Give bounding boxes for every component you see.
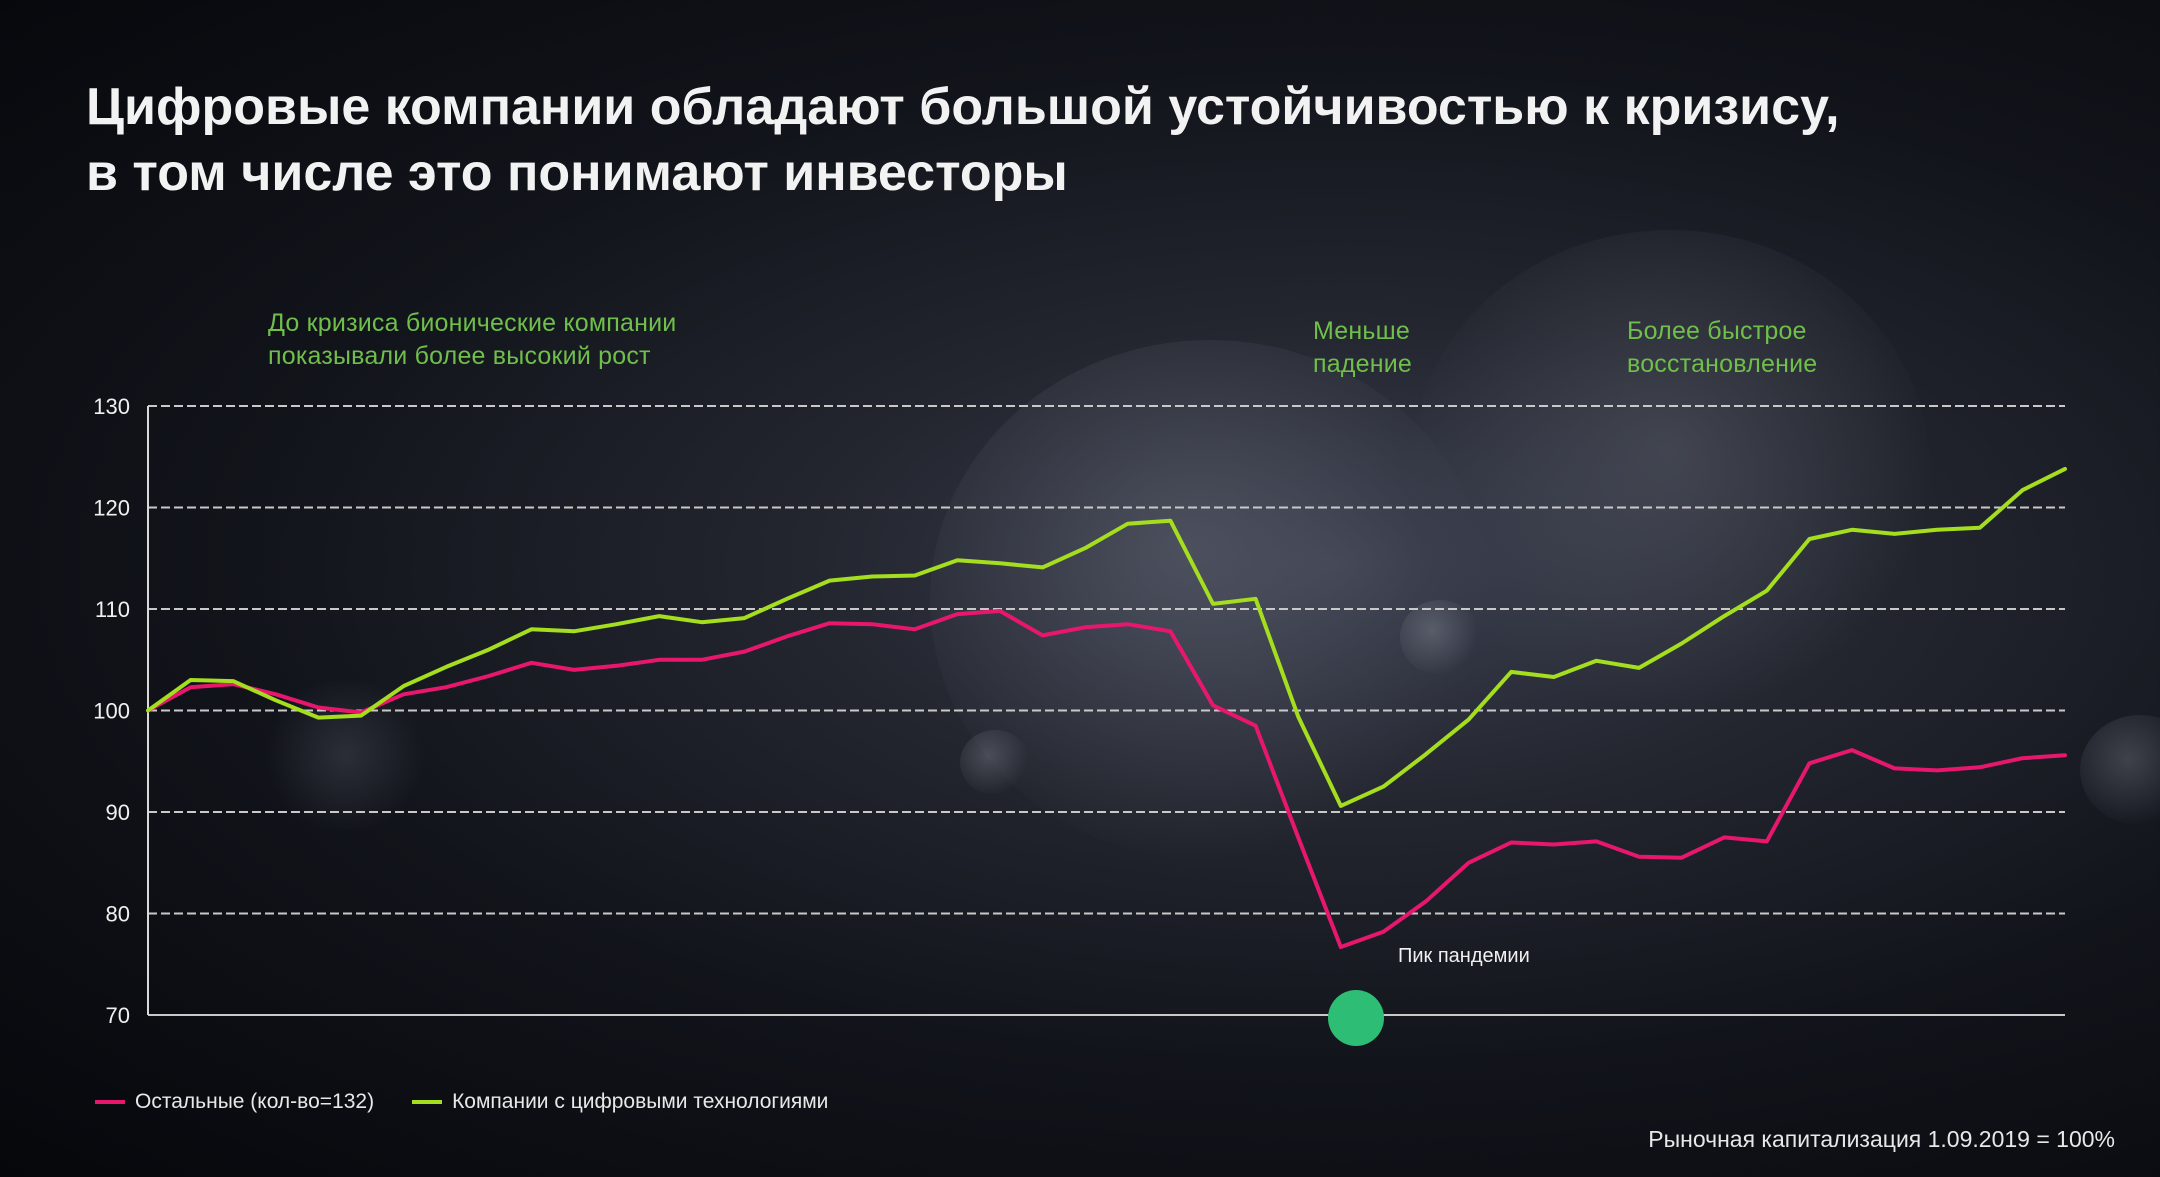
legend-swatch-others xyxy=(95,1100,125,1104)
chart-markers xyxy=(1328,990,1384,1046)
annotation-faster-recovery-line-2: восстановление xyxy=(1627,350,1818,378)
page-title: Цифровые компании обладают большой устой… xyxy=(86,74,1986,206)
pandemic-peak-marker xyxy=(1328,990,1384,1046)
series-line-others xyxy=(146,609,2067,949)
series-line-digital xyxy=(146,466,2067,808)
y-tick-label-80: 80 xyxy=(106,902,130,927)
chart-legend: Остальные (кол-во=132) Компании с цифров… xyxy=(95,1090,828,1114)
title-line-2: в том числе это понимают инвесторы xyxy=(86,144,1068,202)
y-tick-label-110: 110 xyxy=(95,597,130,622)
annotation-pre-crisis: До кризиса бионические компании показыва… xyxy=(268,307,676,373)
legend-swatch-digital xyxy=(412,1100,443,1104)
legend-item-digital: Компании с цифровыми технологиями xyxy=(412,1090,828,1114)
annotation-smaller-drop-line-1: Меньше xyxy=(1313,317,1411,345)
annotation-faster-recovery: Более быстрое восстановление xyxy=(1627,315,1817,381)
annotation-faster-recovery-line-1: Более быстрое xyxy=(1627,317,1807,345)
y-tick-label-120: 120 xyxy=(93,496,130,521)
y-tick-label-90: 90 xyxy=(106,800,130,825)
annotation-pre-crisis-line-1: До кризиса бионические компании xyxy=(268,309,677,337)
y-tick-label-100: 100 xyxy=(93,699,130,724)
chart-footnote: Рыночная капитализация 1.09.2019 = 100% xyxy=(1648,1126,2115,1152)
title-line-1: Цифровые компании обладают большой устой… xyxy=(86,78,1840,136)
annotation-pre-crisis-line-2: показывали более высокий рост xyxy=(268,342,651,370)
y-axis: 130 120 110 100 90 80 70 xyxy=(93,394,149,1028)
legend-label-digital: Компании с цифровыми технологиями xyxy=(452,1090,829,1113)
y-tick-label-70: 70 xyxy=(106,1003,130,1028)
annotation-smaller-drop: Меньше падение xyxy=(1313,315,1412,381)
annotation-smaller-drop-line-2: падение xyxy=(1313,350,1413,378)
legend-item-others: Остальные (кол-во=132) xyxy=(95,1090,374,1114)
legend-label-others: Остальные (кол-во=132) xyxy=(135,1090,375,1113)
pandemic-peak-label: Пик пандемии xyxy=(1398,945,1530,967)
chart-grid xyxy=(148,405,2065,1016)
y-tick-label-130: 130 xyxy=(93,394,130,419)
chart-lines xyxy=(146,466,2067,949)
